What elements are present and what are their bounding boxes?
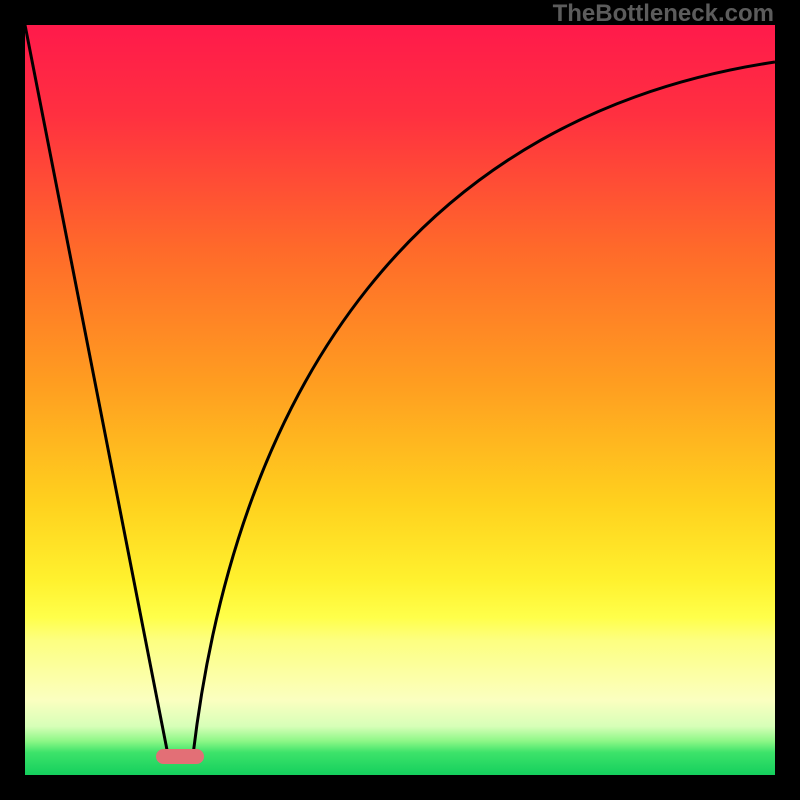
plot-area — [25, 25, 775, 775]
right-ascending-curve — [193, 62, 775, 755]
bottleneck-curves — [25, 25, 775, 775]
optimal-range-marker — [156, 749, 204, 764]
left-descending-line — [25, 25, 168, 755]
watermark-text: TheBottleneck.com — [553, 0, 774, 28]
figure-root: TheBottleneck.com — [0, 0, 800, 800]
